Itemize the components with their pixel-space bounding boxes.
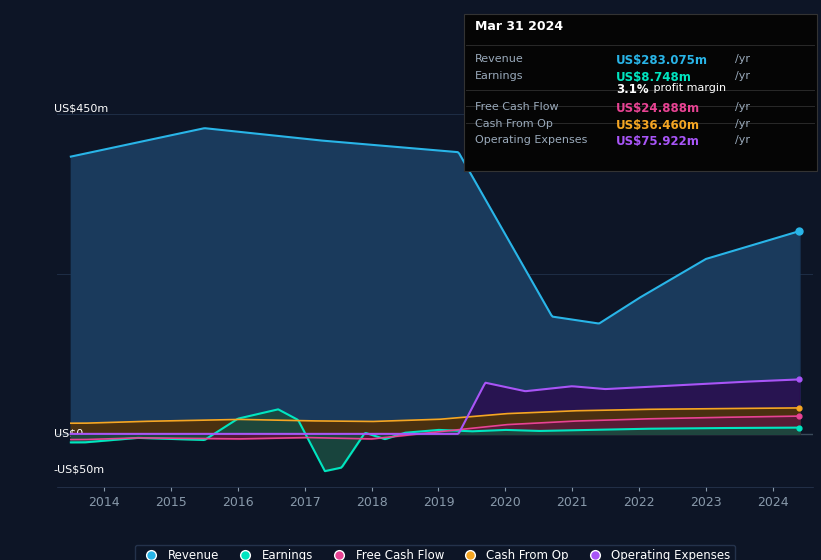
Text: US$0: US$0 [53,429,83,439]
Point [793,375,806,384]
Text: 3.1%: 3.1% [616,83,649,96]
Text: Operating Expenses: Operating Expenses [475,135,587,145]
Text: /yr: /yr [735,54,750,64]
Text: /yr: /yr [735,119,750,129]
Text: /yr: /yr [735,102,750,113]
Text: Free Cash Flow: Free Cash Flow [475,102,558,113]
Text: Mar 31 2024: Mar 31 2024 [475,20,562,32]
Text: /yr: /yr [735,71,750,81]
Text: US$283.075m: US$283.075m [616,54,708,67]
Text: US$24.888m: US$24.888m [616,102,699,115]
Text: US$8.748m: US$8.748m [616,71,691,83]
Point [793,412,806,421]
Text: US$36.460m: US$36.460m [616,119,699,132]
Text: US$450m: US$450m [53,104,108,114]
Text: Cash From Op: Cash From Op [475,119,553,129]
Point [793,227,806,236]
Point [793,423,806,432]
Text: profit margin: profit margin [650,83,727,94]
Legend: Revenue, Earnings, Free Cash Flow, Cash From Op, Operating Expenses: Revenue, Earnings, Free Cash Flow, Cash … [135,545,736,560]
Text: Revenue: Revenue [475,54,523,64]
Text: /yr: /yr [735,135,750,145]
Point [793,403,806,412]
Text: -US$50m: -US$50m [53,464,105,474]
Text: US$75.922m: US$75.922m [616,135,699,148]
Text: Earnings: Earnings [475,71,523,81]
